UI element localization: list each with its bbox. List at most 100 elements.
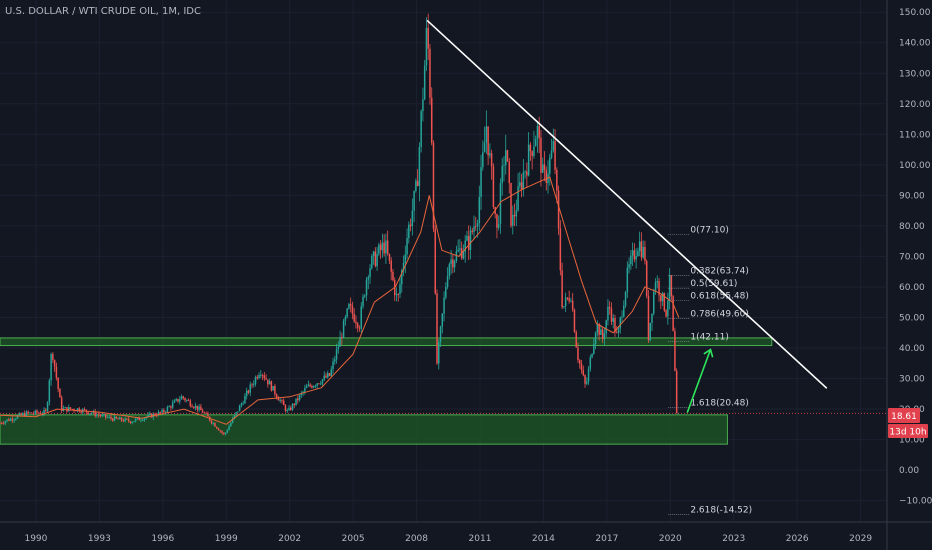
fib-label: 0.786(49.60) [690, 310, 749, 320]
candle-body [543, 164, 546, 171]
candle-body [52, 354, 54, 360]
candle-body [404, 254, 407, 263]
candle-body [462, 252, 465, 259]
time-tick-label: 2017 [595, 534, 618, 544]
candle-body [455, 251, 458, 261]
candle-body [221, 431, 223, 433]
candle-body [549, 157, 551, 174]
candle-body [441, 313, 444, 327]
candle-body [270, 381, 273, 391]
candle-body [231, 418, 234, 423]
candle-body [626, 267, 629, 292]
candle-body [432, 142, 435, 229]
resistance-trendline[interactable] [426, 19, 828, 389]
candle-body [212, 423, 214, 424]
time-axis[interactable]: 1990 1993 1996 1999 2002 2005 2008 2011 2014 2017… [24, 534, 872, 544]
fib-label: 1(42.11) [690, 333, 729, 343]
price-tick-label: 60.00 [899, 283, 925, 293]
candle-body [210, 420, 213, 424]
candle-body [321, 379, 324, 384]
candle-body [119, 417, 121, 420]
candle-body [651, 313, 653, 323]
candle-body [187, 399, 190, 401]
candle-body [383, 242, 385, 254]
candle-body [4, 421, 7, 424]
candle-body [314, 385, 317, 387]
candle-body [300, 393, 303, 396]
candle-body [284, 405, 287, 411]
candle-body [406, 238, 408, 255]
candle-body [207, 413, 209, 417]
candle-body [224, 432, 227, 434]
candle-body [245, 390, 248, 396]
candle-body [381, 242, 384, 251]
candle-body [29, 412, 31, 414]
candle-body [177, 398, 179, 402]
candle-body [649, 322, 651, 341]
candle-body [342, 320, 345, 339]
price-tick-label: 70.00 [899, 252, 925, 262]
candle-body [580, 363, 583, 371]
candle-body [506, 150, 509, 162]
candle-body [397, 294, 399, 295]
candle-body [527, 144, 530, 176]
price-tick-label: 90.00 [899, 191, 925, 201]
last-price-label: 18.61 [891, 412, 917, 422]
candle-body [9, 418, 12, 421]
candle-body [471, 230, 474, 232]
candle-body [513, 214, 516, 217]
price-tick-label: 50.00 [899, 313, 925, 323]
time-tick-label: 1993 [88, 534, 111, 544]
candle-body [32, 413, 35, 415]
candle-body [661, 293, 664, 302]
candle-body [226, 430, 229, 433]
candle-body [594, 332, 597, 344]
candle-body [438, 342, 440, 364]
candle-body [147, 414, 149, 417]
candle-body [647, 295, 650, 341]
candle-body [564, 297, 567, 307]
candle-body [265, 378, 267, 380]
time-tick-label: 2020 [659, 534, 682, 544]
candle-body [184, 398, 186, 401]
candle-body [610, 308, 613, 322]
candle-body [665, 310, 667, 317]
candle-body [157, 411, 160, 416]
candle-body [305, 386, 308, 389]
candle-body [75, 410, 77, 412]
candle-body [122, 420, 125, 422]
candle-body [235, 412, 237, 416]
candle-body [469, 230, 472, 251]
candle-body [355, 321, 357, 324]
candle-body [577, 347, 579, 361]
candle-body [159, 411, 162, 413]
moving-average-line [0, 176, 680, 425]
candle-body [268, 381, 271, 385]
candle-body [584, 375, 586, 384]
candle-body [341, 336, 343, 339]
candle-body [510, 182, 512, 226]
candle-body [274, 386, 276, 395]
candle-body [48, 380, 51, 403]
candle-body [112, 418, 114, 421]
candle-body [330, 369, 333, 376]
candle-body [489, 153, 491, 156]
candle-body [108, 416, 111, 418]
last-price-tag [888, 408, 920, 423]
candle-body [217, 428, 220, 431]
candle-body [178, 399, 181, 402]
candle-body [66, 407, 68, 412]
candle-body [67, 407, 70, 412]
candle-body [450, 259, 452, 265]
candle-body [180, 396, 183, 400]
candle-body [96, 414, 98, 416]
candle-body [23, 413, 26, 417]
candle-body [319, 383, 322, 385]
candle-body [538, 125, 540, 138]
candle-body [260, 374, 262, 376]
time-tick-label: 1990 [24, 534, 47, 544]
candle-body [550, 150, 553, 158]
candle-body [399, 284, 401, 295]
price-tick-label: 80.00 [899, 222, 925, 232]
